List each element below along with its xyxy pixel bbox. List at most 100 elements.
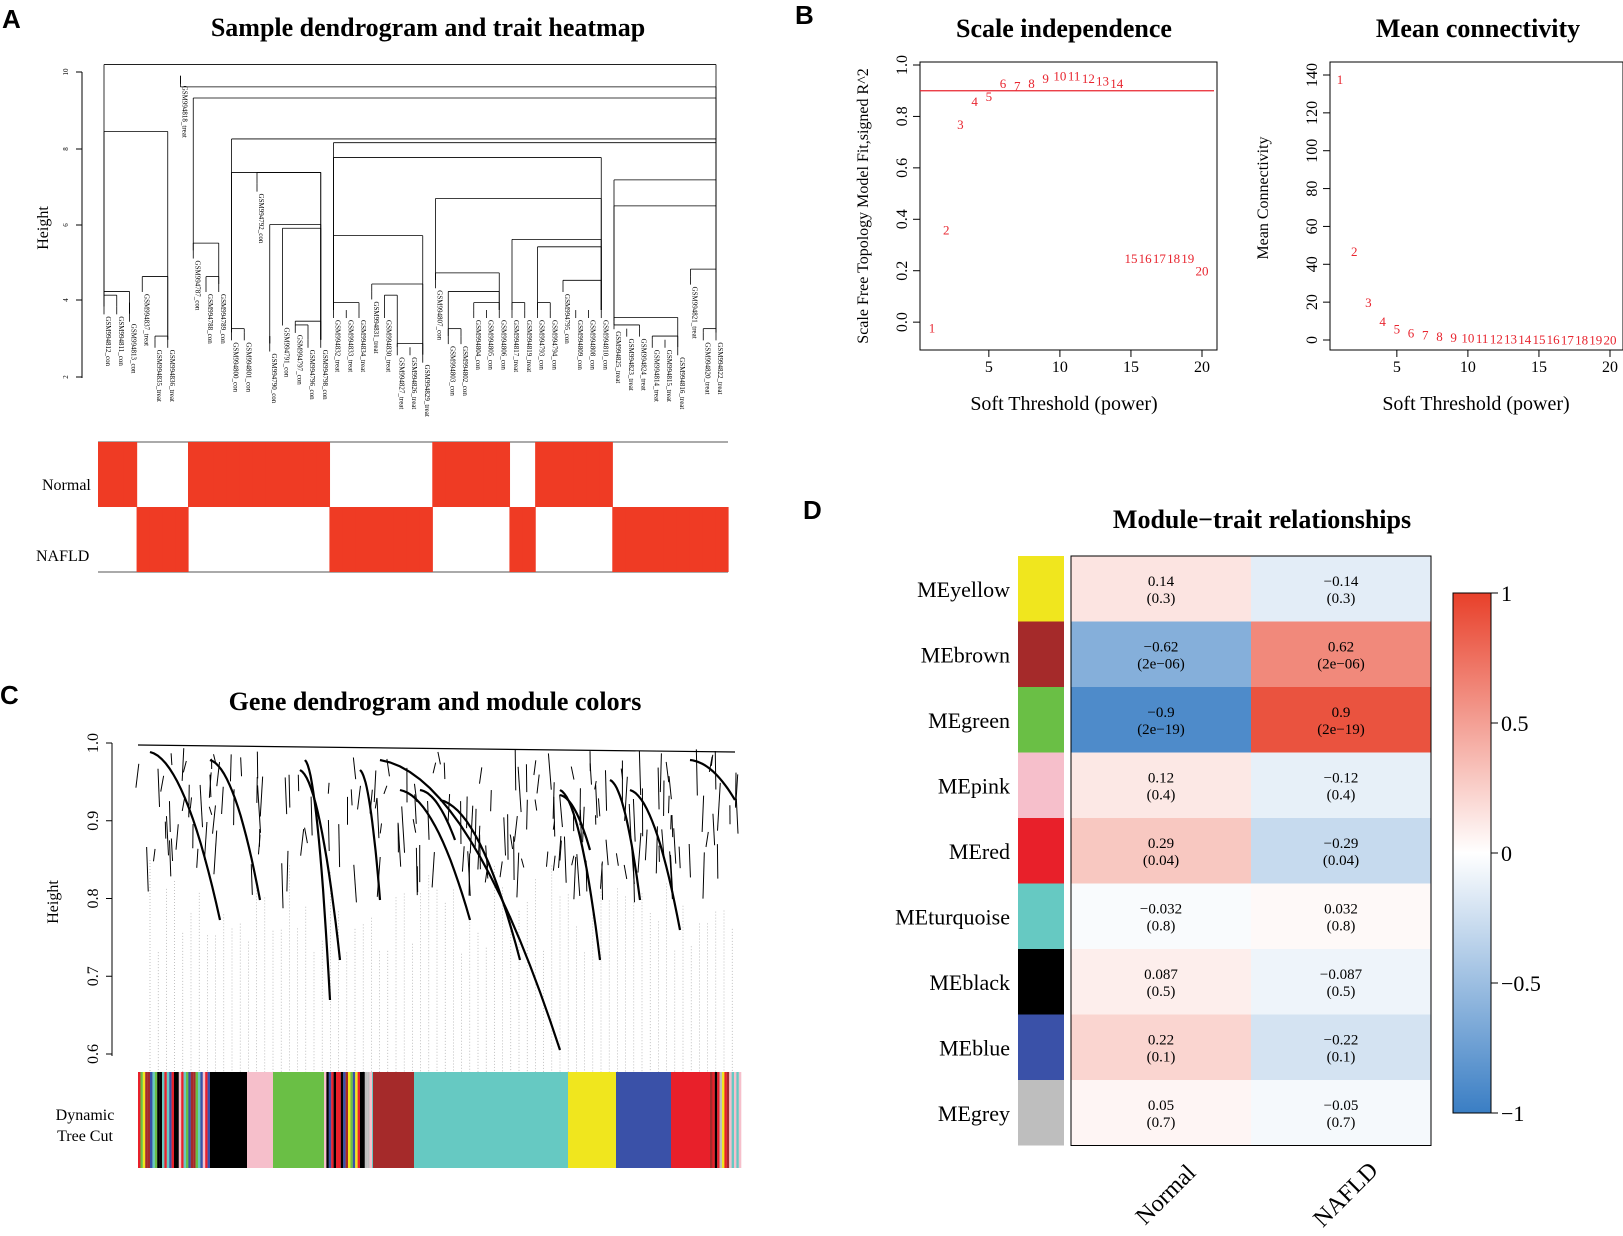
data-point: 5 [1394, 322, 1401, 337]
cell-correlation: 0.14 [1148, 574, 1175, 590]
module-color-stripe [331, 1072, 334, 1168]
dendro-twig [590, 763, 591, 784]
x-tick-label: 15 [1123, 359, 1139, 376]
trait-cell-normal [574, 442, 587, 507]
dendro-twig [537, 775, 539, 794]
data-point: 18 [1575, 332, 1588, 347]
module-color-stripe [203, 1072, 206, 1168]
y-tick-label: 0.6 [894, 158, 911, 178]
dendro-twig [572, 856, 574, 865]
module-label: MEpink [938, 773, 1010, 798]
trait-cell-normal [432, 442, 445, 507]
dendro-twig [515, 750, 516, 790]
dendro-twig [717, 783, 720, 831]
module-color-stripe [338, 1072, 341, 1168]
module-color-stripe [343, 1072, 346, 1168]
dendro-twig [467, 797, 468, 829]
module-color-stripe [346, 1072, 349, 1168]
dendro-twig [282, 863, 283, 908]
module-color-stripe [198, 1072, 201, 1168]
dendro-twig [577, 854, 580, 896]
y-tick-label: 0.2 [894, 261, 911, 281]
dendro-twig [598, 798, 599, 816]
module-color-stripe [167, 1072, 170, 1168]
trait-cell-normal [304, 442, 317, 507]
dendro-twig [384, 786, 387, 794]
dendro-twig [354, 865, 357, 903]
module-color-stripe [205, 1072, 208, 1168]
sample-label: GSM994788_con [206, 294, 214, 344]
dendro-twig [170, 840, 171, 876]
y-tick-label: 0.9 [85, 811, 102, 831]
panel-a-ytick: 6 [62, 223, 70, 227]
trait-cell-nafld [702, 507, 715, 572]
track-label-dynamic: Dynamic [56, 1107, 115, 1124]
module-color-stripe [181, 1072, 184, 1168]
panel-c: C Gene dendrogram and module colors 0.60… [0, 680, 741, 1168]
data-point: 12 [1082, 71, 1095, 86]
sample-label: GSM994823_treat [627, 339, 635, 391]
x-tick-label: 10 [1460, 359, 1476, 376]
module-color-stripe [336, 1072, 339, 1168]
module-color-stripe [148, 1072, 151, 1168]
module-color-stripe [191, 1072, 194, 1168]
data-point: 1 [929, 320, 936, 335]
connectivity-ylabel: Mean Connectivity [1255, 136, 1272, 259]
trait-cell-normal [471, 442, 484, 507]
sample-label: GSM994800_con [232, 342, 240, 392]
data-point: 1 [1337, 72, 1344, 87]
data-point: 20 [1196, 264, 1209, 279]
dendro-twig [546, 852, 547, 867]
sample-label: GSM994814_treat [652, 350, 660, 402]
module-color-stripe [188, 1072, 191, 1168]
module-color-stripe [736, 1072, 739, 1168]
panel-a-ytick: 4 [62, 298, 70, 302]
module-color-stripe [200, 1072, 203, 1168]
sample-label: GSM994820_treat [703, 342, 711, 394]
module-swatch [1018, 753, 1064, 819]
module-color-stripe [152, 1072, 155, 1168]
data-point: 16 [1547, 332, 1561, 347]
cell-pvalue: (0.1) [1147, 1049, 1176, 1065]
module-color-stripe [739, 1072, 742, 1168]
module-color-stripe [370, 1072, 373, 1168]
sample-label: GSM994797_con [295, 335, 303, 385]
module-color-stripe [715, 1072, 718, 1168]
trait-cell-nafld [329, 507, 342, 572]
trait-cell-normal [188, 442, 201, 507]
cell-pvalue: (0.1) [1327, 1049, 1356, 1065]
panel-c-y-ticks: 0.60.70.80.91.0 [85, 733, 112, 1064]
dendro-twig [616, 853, 618, 865]
dendro-twig [553, 856, 555, 871]
dendro-twig [413, 819, 416, 833]
sample-label: GSM994827_treat [397, 357, 405, 409]
panel-a-ytick: 10 [62, 68, 70, 76]
dendro-twig [311, 797, 312, 836]
data-point: 5 [986, 89, 993, 104]
module-color-stripe [155, 1072, 158, 1168]
dendro-strand [400, 790, 470, 920]
cell-pvalue: (2e−06) [1137, 656, 1185, 672]
dendro-twig [713, 814, 715, 846]
module-color-stripe [732, 1072, 735, 1168]
dendro-twig [702, 796, 703, 832]
cell-pvalue: (0.04) [1143, 853, 1179, 869]
dendro-twig [353, 758, 355, 780]
sample-label: GSM994821_treat [691, 287, 699, 339]
y-tick-label: 0.0 [894, 312, 911, 332]
sample-label: GSM994812_con [104, 316, 112, 366]
y-tick-label: 0.4 [894, 209, 911, 229]
dendro-twig [169, 801, 170, 832]
module-color-stripe [353, 1072, 356, 1168]
y-tick-label: 0.8 [894, 106, 911, 126]
cell-correlation: 0.05 [1148, 1098, 1174, 1114]
dendro-twig [674, 828, 676, 863]
sample-label: GSM994813_con [130, 324, 138, 374]
data-point: 3 [957, 117, 964, 132]
dendro-twig [560, 795, 563, 828]
y-tick-label: 100 [1304, 139, 1321, 163]
trait-cell-nafld [368, 507, 381, 572]
cell-correlation: −0.62 [1144, 639, 1179, 655]
dendro-twig [605, 770, 606, 810]
